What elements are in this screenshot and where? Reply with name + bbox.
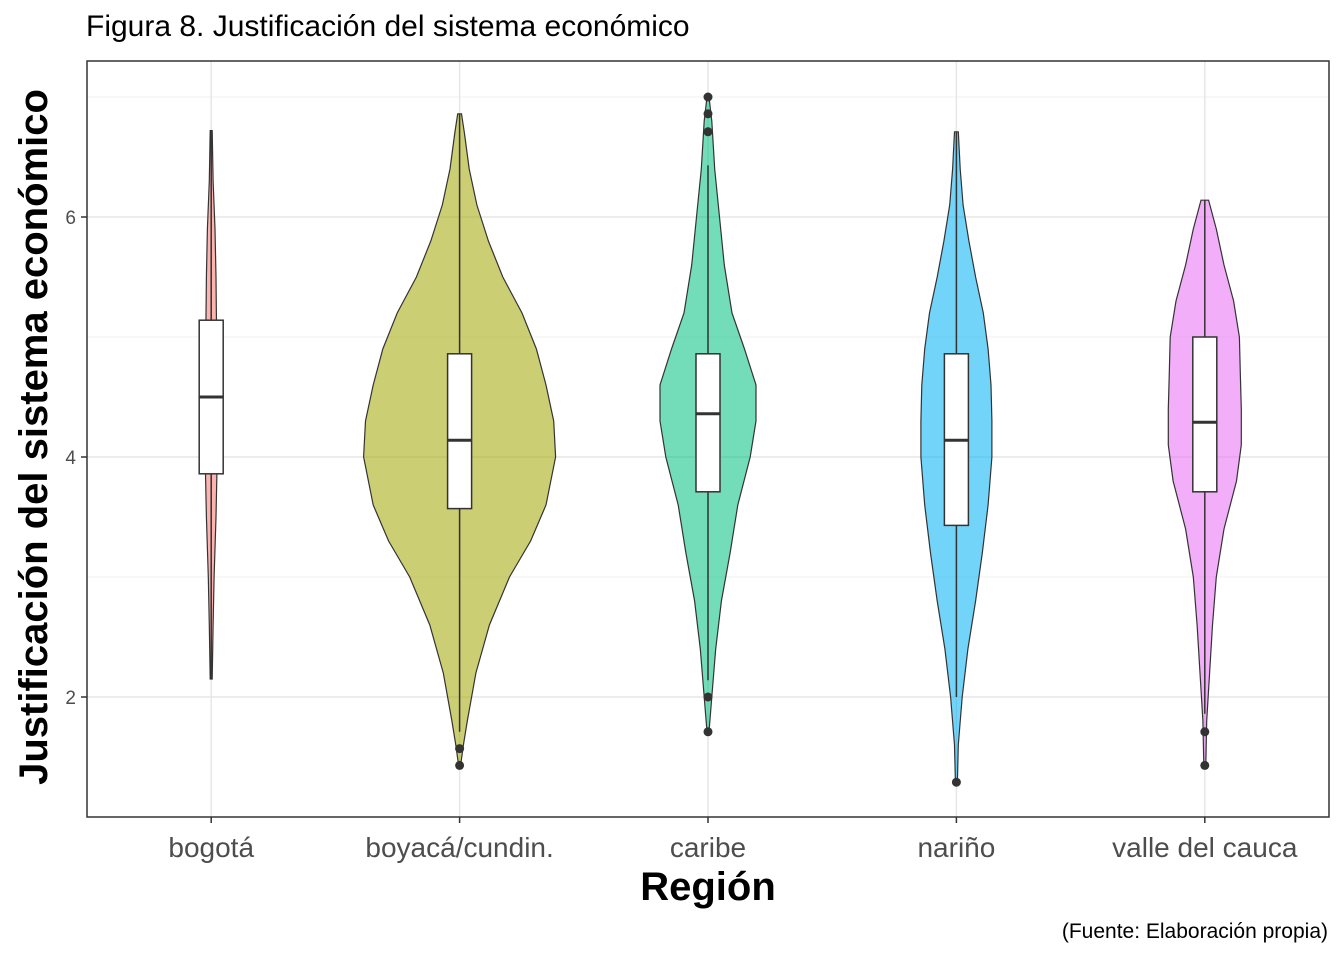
violin-group-3	[920, 131, 993, 787]
outlier-point	[951, 777, 961, 787]
outlier-point	[455, 744, 465, 754]
iqr-box	[1192, 336, 1218, 493]
outlier-point	[703, 92, 713, 102]
iqr-box	[446, 353, 473, 510]
x-tick-label: nariño	[917, 832, 995, 863]
x-tick-label: valle del cauca	[1112, 832, 1298, 863]
violins	[198, 92, 1242, 787]
x-axis-title: Región	[640, 865, 776, 909]
outlier-point	[703, 692, 713, 702]
outlier-point	[703, 109, 713, 119]
outlier-point	[455, 760, 465, 770]
caption: (Fuente: Elaboración propia)	[1061, 920, 1328, 943]
iqr-box	[695, 353, 721, 493]
violin-group-2	[659, 92, 757, 737]
x-tick-label: boyacá/cundin.	[365, 832, 553, 863]
violin-group-4	[1167, 199, 1242, 770]
outlier-point	[703, 727, 713, 737]
y-tick-label: 2	[65, 688, 76, 709]
violin-group-1	[362, 113, 557, 770]
x-tick-label: caribe	[670, 832, 746, 863]
y-tick-label: 4	[65, 448, 76, 469]
y-axis-title: Justificación del sistema económico	[12, 89, 56, 785]
chart-title: Figura 8. Justificación del sistema econ…	[86, 10, 690, 43]
outlier-point	[703, 127, 713, 137]
y-tick-label: 6	[65, 208, 76, 229]
violin-group-0	[198, 130, 224, 680]
outlier-point	[1200, 760, 1210, 770]
outlier-point	[1200, 727, 1210, 737]
x-tick-label: bogotá	[168, 832, 254, 863]
axes: 2 4 6 bogotá boyacá/cundin. caribe nariño valle…	[65, 60, 1330, 863]
